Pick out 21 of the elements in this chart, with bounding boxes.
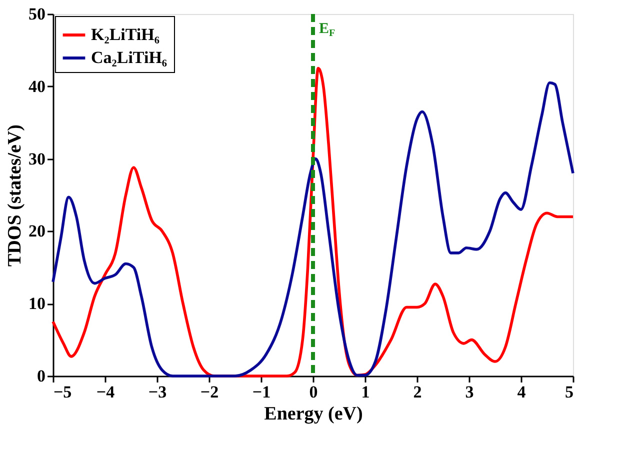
x-tick-label: −1	[252, 382, 271, 402]
x-tick-label: 0	[309, 382, 318, 402]
y-tick-label: 40	[28, 76, 46, 96]
y-tick-label: 50	[28, 4, 46, 24]
y-tick-label: 30	[28, 149, 46, 168]
x-tick-label: 2	[413, 382, 422, 402]
x-tick-label: −3	[148, 382, 167, 402]
x-axis-title: Energy (eV)	[264, 404, 363, 424]
x-tick-label: −4	[96, 382, 116, 402]
y-tick-label: 20	[28, 222, 46, 241]
x-tick-label: 4	[517, 382, 526, 402]
x-tick-label: 3	[465, 382, 474, 402]
legend-label: K₂LiTiH₆	[91, 25, 160, 44]
x-tick-label: −5	[54, 382, 72, 402]
y-tick-label: 10	[28, 294, 46, 314]
x-tick-label: −2	[200, 382, 219, 402]
x-tick-label: 5	[565, 382, 574, 402]
legend-label: Ca₂LiTiH₆	[91, 48, 168, 67]
y-axis-title: TDOS (states/eV)	[4, 124, 26, 266]
x-tick-label: 1	[361, 382, 370, 402]
y-tick-label: 0	[37, 366, 46, 386]
